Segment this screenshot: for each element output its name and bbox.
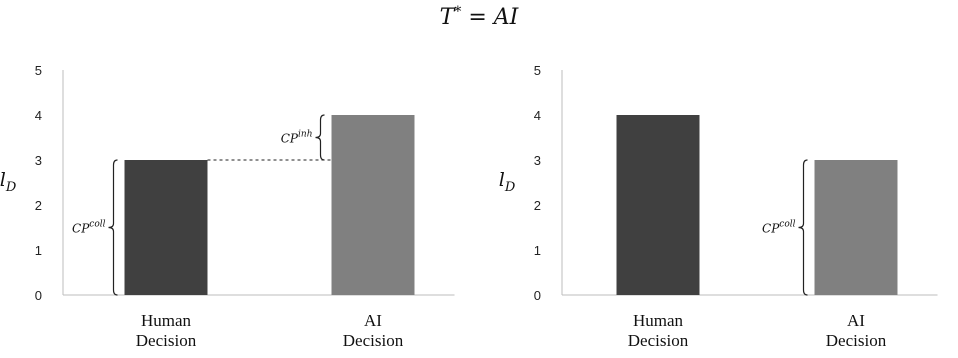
y-axis-label: lD [0,169,17,195]
y-axis-label-subscript: D [5,180,17,195]
brace-label: CPcoll [762,220,796,236]
y-tick-label: 0 [534,288,541,303]
y-axis-label-subscript: D [504,180,516,195]
brace [798,159,808,296]
y-tick-label: 5 [35,63,42,78]
bar [616,115,700,295]
bar [124,160,208,295]
bar [814,160,898,295]
y-axis-label-base: l [499,169,505,191]
brace-label-superscript: inh [298,130,312,140]
brace-label-base: CP [762,222,780,236]
x-category-label: AI [847,311,865,330]
x-category-label: AI [364,311,382,330]
chart-panel-left: 012345lDHumanDecisionAIDecisionCPcollCPi… [0,63,455,350]
figure-title: T* = AI [440,4,520,30]
y-tick-label: 4 [534,108,541,123]
brace-label: CPinh [281,130,313,146]
title-rest: = AI [461,5,519,30]
y-tick-label: 3 [534,153,541,168]
y-tick-label: 1 [534,243,541,258]
x-category-label: Decision [343,331,404,350]
y-tick-label: 1 [35,243,42,258]
y-tick-label: 5 [534,63,541,78]
brace [108,159,118,296]
y-axis-label: lD [499,169,516,195]
brace-label: CPcoll [72,220,106,236]
x-category-label: Decision [628,331,689,350]
y-tick-label: 3 [35,153,42,168]
y-tick-label: 2 [534,198,541,213]
y-axis-label-base: l [0,169,6,191]
y-tick-label: 4 [35,108,42,123]
title-superscript: * [454,4,461,20]
brace-label-superscript: coll [779,220,795,230]
y-tick-label: 0 [35,288,42,303]
title-base: T [440,5,457,30]
y-tick-label: 2 [35,198,42,213]
brace-label-base: CP [72,222,90,236]
x-category-label: Decision [826,331,887,350]
brace-label-superscript: coll [89,220,105,230]
x-category-label: Human [141,311,192,330]
brace-label-base: CP [281,132,299,146]
brace [315,114,325,161]
x-category-label: Human [633,311,684,330]
x-category-label: Decision [136,331,197,350]
bar [331,115,415,295]
